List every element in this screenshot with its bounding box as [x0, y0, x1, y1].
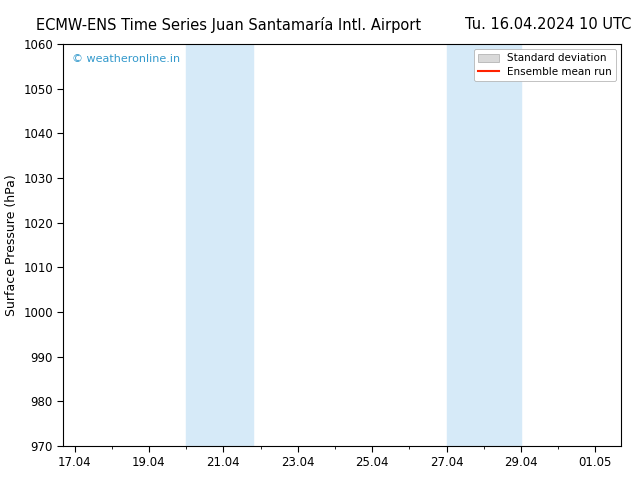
Legend: Standard deviation, Ensemble mean run: Standard deviation, Ensemble mean run — [474, 49, 616, 81]
Text: © weatheronline.in: © weatheronline.in — [72, 54, 180, 64]
Text: Tu. 16.04.2024 10 UTC: Tu. 16.04.2024 10 UTC — [465, 17, 631, 32]
Bar — [446, 44, 521, 446]
Bar — [186, 44, 253, 446]
Text: ECMW-ENS Time Series Juan Santamaría Intl. Airport: ECMW-ENS Time Series Juan Santamaría Int… — [36, 17, 421, 33]
Y-axis label: Surface Pressure (hPa): Surface Pressure (hPa) — [4, 174, 18, 316]
